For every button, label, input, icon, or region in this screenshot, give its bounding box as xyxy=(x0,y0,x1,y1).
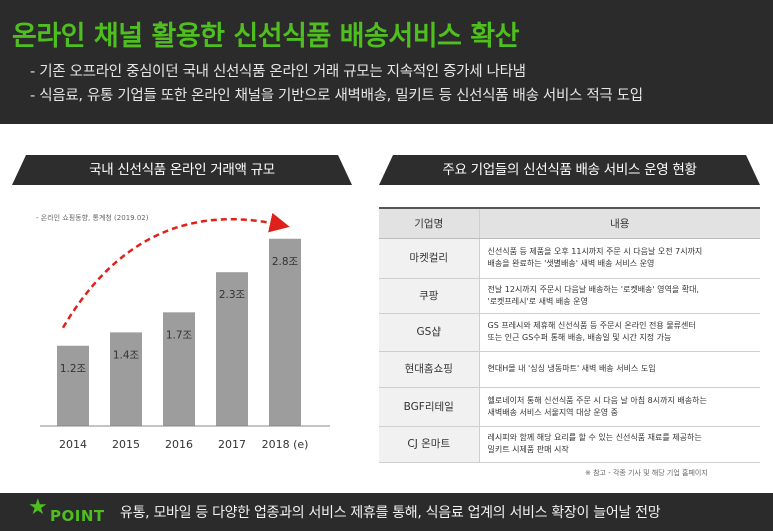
bar-data-label: 1.2조 xyxy=(60,363,87,375)
company-name: 쿠팡 xyxy=(379,278,480,314)
chart-bar xyxy=(269,238,301,426)
table-row: CJ 온마트 레시피와 함께 해당 요리를 할 수 있는 신선식품 재료를 제공… xyxy=(379,426,760,463)
bar-data-label: 2.8조 xyxy=(272,256,299,268)
right-section-title: 주요 기업들의 신선식품 배송 서비스 운영 현황 xyxy=(442,162,697,178)
right-section-heading: 주요 기업들의 신선식품 배송 서비스 운영 현황 xyxy=(379,155,760,185)
summary-bullet: - 식음료, 유통 기업들 또한 온라인 채널을 기반으로 새벽배송, 밀키트 … xyxy=(30,88,643,104)
point-banner: ★ POINT 유통, 모바일 등 다양한 업종과의 서비스 제휴를 통해, 식… xyxy=(0,493,773,531)
x-tick-label: 2016 xyxy=(165,438,193,451)
chart-source: - 온라인 쇼핑동향, 통계청 (2019.02) xyxy=(36,214,149,222)
company-description: 신선식품 등 제품을 오후 11시까지 주문 시 다음날 오전 7시까지 배송을 … xyxy=(479,238,760,279)
chart-bar xyxy=(163,312,195,426)
company-name: 현대홈쇼핑 xyxy=(379,351,480,388)
x-tick-label: 2014 xyxy=(59,438,87,451)
table-row: BGF리테일 헬로네이처 통해 신선식품 주문 시 다음 날 아침 8시까지 배… xyxy=(379,387,760,427)
chart-bar xyxy=(57,345,89,426)
company-name: GS샵 xyxy=(379,313,480,352)
company-description: 레시피와 함께 해당 요리를 할 수 있는 신선식품 재료를 제공하는 밀키트 시… xyxy=(479,426,760,463)
bar-data-label: 1.7조 xyxy=(166,329,193,341)
company-name: CJ 온마트 xyxy=(379,426,480,463)
star-icon: ★ xyxy=(28,495,48,520)
table-row: 마켓컬리 신선식품 등 제품을 오후 11시까지 주문 시 다음날 오전 7시까… xyxy=(379,238,760,279)
summary-bullets: - 기존 오프라인 중심이던 국내 신선식품 온라인 거래 규모는 지속적인 증… xyxy=(30,60,643,108)
point-label: POINT xyxy=(50,507,105,525)
company-description: 현대H몰 내 '싱싱 냉동마트' 새벽 배송 서비스 도입 xyxy=(479,351,760,388)
company-table: 기업명 내용 마켓컬리 신선식품 등 제품을 오후 11시까지 주문 시 다음날… xyxy=(379,207,760,463)
table-row: 쿠팡 전날 12시까지 주문시 다음날 배송하는 '로켓배송' 영역을 확대, '… xyxy=(379,278,760,314)
point-text: 유통, 모바일 등 다양한 업종과의 서비스 제휴를 통해, 식음료 업계의 서… xyxy=(120,505,661,521)
page-title: 온라인 채널 활용한 신선식품 배송서비스 확산 xyxy=(12,21,519,52)
x-tick-label: 2018 (e) xyxy=(262,438,309,451)
company-description: 헬로네이처 통해 신선식품 주문 시 다음 날 아침 8시까지 배송하는 새벽배송… xyxy=(479,387,760,427)
bar-data-label: 2.3조 xyxy=(219,289,246,301)
column-header-content: 내용 xyxy=(479,207,760,239)
x-tick-label: 2015 xyxy=(112,438,140,451)
table-row: GS샵 GS 프레시와 제휴해 신선식품 등 주문시 온라인 전용 물류센터 또는… xyxy=(379,313,760,352)
bar-chart: 1.2조 2014 1.4조 2015 1.7조 2016 2.3조 2017 2.8조 2018… xyxy=(40,212,330,451)
reference-note: ※ 참고 - 각종 기사 및 해당 기업 홈페이지 xyxy=(585,469,708,477)
table-header-row: 기업명 내용 xyxy=(379,207,760,239)
company-name: BGF리테일 xyxy=(379,387,480,427)
company-name: 마켓컬리 xyxy=(379,238,480,279)
chart-bar xyxy=(110,332,142,426)
left-section-title: 국내 신선식품 온라인 거래액 규모 xyxy=(89,162,275,178)
column-header-company: 기업명 xyxy=(379,207,480,239)
x-tick-label: 2017 xyxy=(218,438,246,451)
table-row: 현대홈쇼핑 현대H몰 내 '싱싱 냉동마트' 새벽 배송 서비스 도입 xyxy=(379,351,760,388)
header-banner: 온라인 채널 활용한 신선식품 배송서비스 확산 - 기존 오프라인 중심이던 … xyxy=(0,0,773,124)
summary-bullet: - 기존 오프라인 중심이던 국내 신선식품 온라인 거래 규모는 지속적인 증… xyxy=(30,64,526,80)
trend-arrow xyxy=(61,212,290,329)
company-description: 전날 12시까지 주문시 다음날 배송하는 '로켓배송' 영역을 확대, '로켓프… xyxy=(479,278,760,314)
bar-data-label: 1.4조 xyxy=(113,349,140,361)
company-description: GS 프레시와 제휴해 신선식품 등 주문시 온라인 전용 물류센터 또는 인근 … xyxy=(479,313,760,352)
chart-bar xyxy=(216,272,248,426)
left-section-heading: 국내 신선식품 온라인 거래액 규모 xyxy=(12,155,352,185)
